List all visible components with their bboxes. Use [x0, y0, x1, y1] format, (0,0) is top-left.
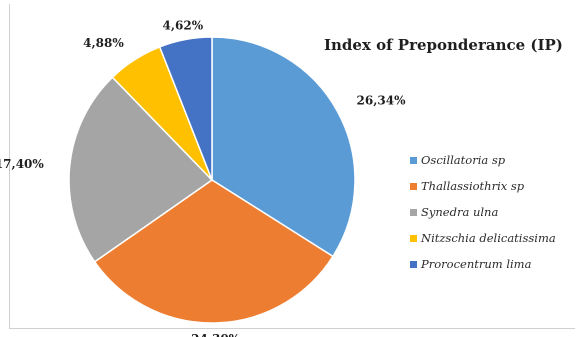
legend: Oscillatoria sp Thallassiothrix sp Synedra… — [410, 153, 556, 271]
legend-label-nitzschia-delicatissima: Nitzschia delicatissima — [420, 231, 556, 245]
legend-label-oscillatoria-sp: Oscillatoria sp — [421, 153, 506, 167]
slice-label-synedra-ulna: 17,40% — [0, 157, 44, 171]
slice-label-thallassiothrix-sp: 24,30% — [191, 332, 241, 337]
pie-slice-labels: 26,34% 24,30% 17,40% 4,88% 4,62% — [0, 19, 406, 337]
legend-swatch-nitzschia-delicatissima — [410, 235, 417, 242]
pie-slice-thallassiothrix-sp — [93, 179, 334, 324]
legend-label-thallassiothrix-sp: Thallassiothrix sp — [421, 179, 525, 193]
chart-frame — [9, 4, 575, 329]
slice-label-nitzschia-delicatissima: 4,88% — [83, 36, 124, 50]
legend-label-synedra-ulna: Synedra ulna — [421, 205, 498, 219]
legend-swatch-synedra-ulna — [410, 209, 417, 216]
pie-slice-oscillatoria-sp — [211, 36, 356, 258]
pie-slice-prorocentrum-lima — [158, 36, 213, 181]
legend-swatch-prorocentrum-lima — [410, 261, 417, 268]
chart-title: Index of Preponderance (IP) — [324, 36, 563, 54]
pie-slice-synedra-ulna — [68, 76, 214, 263]
legend-swatch-thallassiothrix-sp — [410, 183, 417, 190]
slice-label-prorocentrum-lima: 4,62% — [162, 19, 203, 33]
slice-label-oscillatoria-sp: 26,34% — [357, 93, 407, 107]
legend-label-prorocentrum-lima: Prorocentrum lima — [420, 257, 532, 271]
legend-swatch-oscillatoria-sp — [410, 157, 417, 164]
pie-slices — [68, 36, 356, 324]
